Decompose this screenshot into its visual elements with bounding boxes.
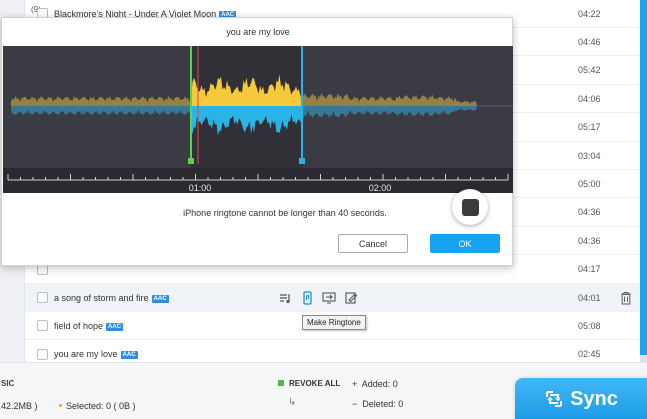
table-row[interactable]: a song of storm and fire AAC 04:01: [25, 284, 641, 312]
export-to-pc-icon[interactable]: [321, 290, 337, 306]
song-duration: 02:45: [578, 349, 601, 360]
make-ringtone-tooltip: Make Ringtone: [302, 315, 366, 330]
bottom-bar: SIC 42.2MB ) Selected: 0 ( 0B ) REVOKE A…: [0, 362, 647, 419]
dialog-title: you are my love: [226, 27, 290, 37]
song-duration: 04:17: [578, 264, 601, 275]
timeline-tick-label: 01:00: [189, 183, 212, 193]
selected-dot-icon: [59, 404, 62, 407]
scrollbar-thumb[interactable]: [640, 0, 647, 355]
song-title-cell: Blackmore's Night - Under A Violet Moon A…: [54, 8, 237, 19]
deleted-label: Deleted: 0: [362, 399, 404, 409]
unselected-region-right: [303, 46, 513, 168]
cancel-button[interactable]: Cancel: [338, 234, 408, 253]
song-title: field of hope: [54, 320, 104, 331]
song-title-cell: you are my love AAC: [54, 349, 138, 360]
list-index-label: (9): [31, 5, 41, 14]
song-duration: 04:06: [578, 93, 601, 104]
stop-icon: [461, 198, 479, 216]
song-title: Blackmore's Night - Under A Violet Moon: [54, 8, 217, 19]
start-marker-handle[interactable]: [188, 158, 194, 164]
waveform-canvas[interactable]: 01:00 02:00: [3, 46, 513, 193]
minus-icon: −: [352, 399, 358, 409]
song-duration: 04:36: [578, 235, 601, 246]
song-duration: 04:46: [578, 36, 601, 47]
added-label: Added: 0: [361, 379, 398, 389]
revoke-all-button[interactable]: REVOKE ALL: [278, 379, 340, 388]
song-title-cell: a song of storm and fire AAC: [54, 293, 169, 303]
format-badge: AAC: [219, 10, 237, 19]
revoke-square-icon: [278, 380, 284, 386]
end-marker-handle[interactable]: [299, 158, 305, 164]
stop-button[interactable]: [452, 189, 488, 225]
song-duration: 05:42: [578, 65, 601, 76]
selected-summary: Selected: 0 ( 0B ): [59, 401, 136, 411]
song-duration: 04:01: [578, 292, 601, 303]
waveform-top: [11, 74, 477, 106]
edit-info-icon[interactable]: [343, 290, 359, 306]
arrow-turn-icon: ↳: [288, 397, 297, 408]
song-duration: 04:36: [578, 207, 601, 218]
row-checkbox[interactable]: [37, 292, 48, 303]
plus-icon: +: [352, 379, 358, 389]
song-duration: 04:22: [578, 8, 601, 19]
format-badge: AAC: [151, 294, 169, 303]
sync-label: Sync: [570, 387, 618, 410]
song-duration: 03:04: [578, 150, 601, 161]
timeline-tick-label: 02:00: [369, 183, 392, 193]
revoke-all-label: REVOKE ALL: [289, 379, 341, 388]
song-title: a song of storm and fire: [54, 292, 149, 303]
format-badge: AAC: [120, 351, 138, 360]
added-summary: + Added: 0: [352, 379, 398, 389]
format-badge: AAC: [106, 322, 124, 331]
ringtone-length-notice: iPhone ringtone cannot be longer than 40…: [183, 208, 387, 218]
storage-size-label: 42.2MB ): [1, 401, 38, 411]
ringtone-dialog: you are my love 01:00 02:00 iPhone ringto…: [1, 17, 513, 266]
sync-icon: [546, 391, 563, 407]
song-title: you are my love: [54, 349, 118, 360]
music-note-icon[interactable]: [277, 290, 293, 306]
trash-icon[interactable]: [620, 291, 632, 305]
waveform-editor[interactable]: 01:00 02:00: [3, 46, 513, 193]
music-category-label: SIC: [1, 379, 15, 388]
sync-button[interactable]: Sync: [515, 378, 647, 419]
deleted-summary: − Deleted: 0: [352, 399, 403, 409]
song-title-cell: field of hope AAC: [54, 320, 124, 331]
make-ringtone-icon[interactable]: [299, 290, 315, 306]
unselected-region-left: [3, 46, 191, 168]
ok-button[interactable]: OK: [430, 234, 500, 253]
row-checkbox[interactable]: [37, 320, 48, 332]
song-duration: 05:08: [578, 320, 601, 331]
row-actions: [277, 290, 359, 306]
selected-label: Selected: 0 ( 0B ): [66, 401, 136, 411]
table-row[interactable]: field of hope AAC 05:08: [25, 312, 641, 341]
row-checkbox[interactable]: [37, 348, 48, 360]
song-duration: 05:00: [578, 178, 601, 189]
song-duration: 05:17: [578, 122, 601, 133]
